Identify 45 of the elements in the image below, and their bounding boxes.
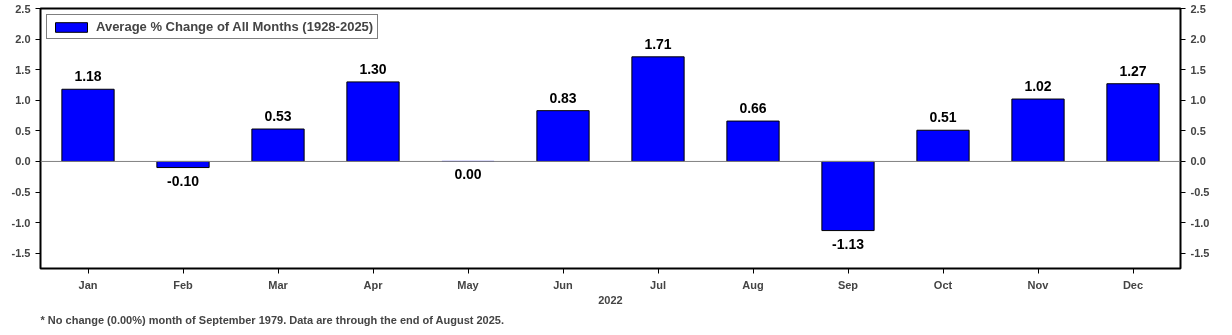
y2-tick-label: -1.0 (1190, 216, 1210, 229)
y-tick-label: 1.0 (15, 94, 31, 107)
x-tick-label: May (457, 278, 480, 291)
x-tick-label: Jun (553, 278, 574, 291)
y-tick-label: 0.0 (15, 155, 31, 168)
data-label: 1.02 (1024, 78, 1052, 95)
x-tick-label: Apr (363, 278, 384, 291)
y-tick-label: 2.5 (15, 2, 31, 15)
x-tick-label: Feb (173, 278, 194, 291)
data-label: 0.53 (264, 108, 292, 125)
data-label: 1.27 (1119, 62, 1147, 79)
x-tick-label: Sep (837, 278, 859, 291)
y-tick-label: 1.5 (15, 63, 31, 76)
y-tick-label: -1.0 (11, 216, 31, 229)
data-label: -1.13 (832, 235, 865, 252)
x-tick-label: Mar (268, 278, 289, 291)
y2-tick-label: 2.5 (1190, 2, 1206, 15)
data-label: -0.10 (167, 172, 200, 189)
y2-tick-label: 0.5 (1190, 124, 1206, 137)
x-tick-label: Oct (933, 278, 953, 291)
y2-tick-label: -0.5 (1190, 186, 1210, 199)
data-label: 1.18 (74, 68, 102, 85)
text: * No change (0.00%) month of September 1979. Data are through the end of August 2025. (40, 313, 505, 326)
data-label: 0.51 (929, 109, 957, 126)
data-label: 0.83 (549, 89, 577, 106)
data-label: 1.30 (359, 60, 387, 77)
x-tick-label: Nov (1027, 278, 1050, 291)
x-tick-label: Aug (742, 278, 764, 291)
y2-tick-label: 0.0 (1190, 155, 1206, 168)
y2-tick-label: -1.5 (1190, 247, 1210, 260)
x-tick-label: Dec (1122, 278, 1144, 291)
data-label: 1.71 (644, 35, 672, 52)
y-tick-label: 2.0 (15, 33, 31, 46)
y2-tick-label: 2.0 (1190, 33, 1206, 46)
y-tick-label: 0.5 (15, 124, 31, 137)
x-axis-title: 2022 (598, 293, 623, 306)
y2-tick-label: 1.0 (1190, 94, 1206, 107)
y-tick-label: -1.5 (11, 247, 31, 260)
legend-label: Average % Change of All Months (1928-2025) (96, 19, 374, 34)
x-tick-label: Jan (78, 278, 98, 291)
data-label: 0.00 (454, 166, 482, 183)
x-tick-label: Jul (650, 278, 666, 291)
y-tick-label: -0.5 (11, 186, 31, 199)
y2-tick-label: 1.5 (1190, 63, 1206, 76)
data-label: 0.66 (739, 100, 767, 117)
